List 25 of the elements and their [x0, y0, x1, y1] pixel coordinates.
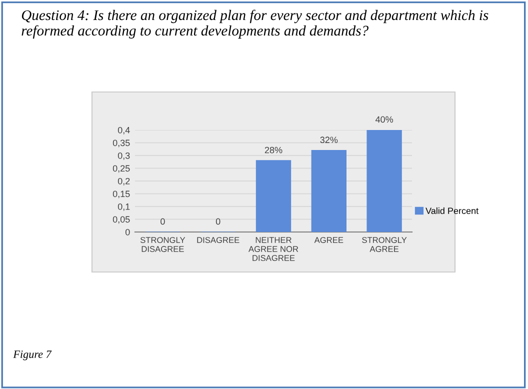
x-tick-label: DISAGREE: [197, 237, 240, 243]
chart-title: Question 4: Is there an organized plan for every sector and department which is reformed according to current developments and demands?: [22, 10, 488, 39]
x-tick-label: NEITHER AGREE NOR DISAGREE: [248, 237, 298, 261]
data-label: 0: [160, 218, 165, 225]
data-label: 0: [216, 218, 220, 225]
y-tick-label: 0,35: [112, 140, 130, 148]
bar: [311, 150, 346, 232]
bar: [256, 160, 292, 232]
x-tick-label: AGREE: [314, 237, 344, 243]
legend-label: Valid Percent: [426, 207, 479, 214]
data-label: 40%: [375, 116, 394, 123]
y-tick-label: 0,25: [112, 165, 130, 173]
x-tick-label: STRONGLY AGREE: [362, 237, 407, 252]
bar: [366, 130, 402, 232]
y-tick-label: 0,4: [118, 126, 130, 134]
data-label: 32%: [320, 136, 338, 144]
y-tick-label: 0,05: [112, 216, 130, 224]
y-tick-label: 0,1: [118, 203, 130, 211]
caption: Figure 7: [13, 350, 52, 360]
y-tick-label: 0,3: [118, 152, 130, 160]
data-label: 28%: [264, 146, 282, 154]
y-tick-label: 0,2: [118, 178, 130, 186]
y-tick-label: 0,15: [112, 190, 130, 198]
y-tick-label: 0: [125, 228, 130, 236]
x-tick-label: STRONGLY DISAGREE: [140, 237, 186, 252]
